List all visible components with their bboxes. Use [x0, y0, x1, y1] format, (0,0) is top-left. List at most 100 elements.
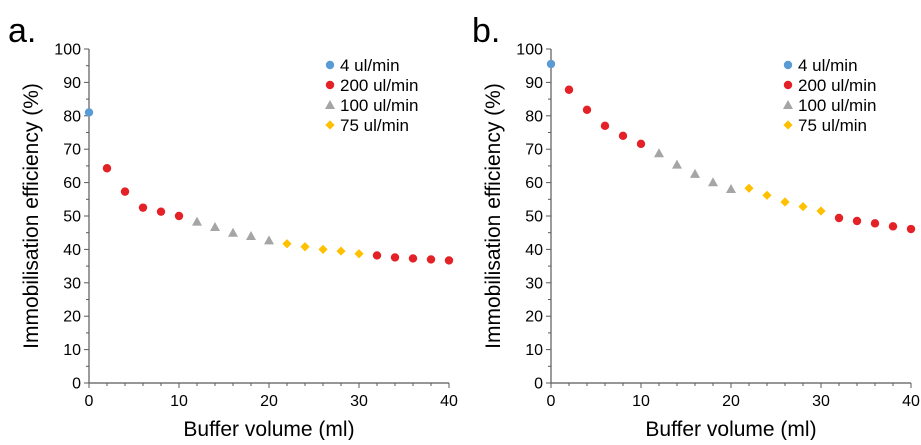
legend-label: 200 ul/min	[340, 76, 418, 95]
y-tick-label: 50	[525, 209, 543, 226]
data-point	[600, 121, 610, 131]
data-point	[282, 239, 292, 249]
data-point	[618, 131, 628, 141]
data-point	[906, 224, 916, 234]
y-tick-label: 40	[63, 242, 81, 259]
x-axis-title: Buffer volume (ml)	[183, 418, 354, 440]
data-point	[228, 227, 238, 237]
data-point	[372, 251, 382, 260]
x-tick-label: 10	[632, 393, 650, 410]
y-tick-label: 10	[63, 342, 81, 359]
data-point	[264, 235, 274, 245]
x-tick-label: 0	[85, 393, 94, 410]
data-point	[210, 222, 220, 232]
x-tick-label: 30	[350, 393, 368, 410]
legend-marker	[325, 80, 335, 90]
x-tick-label: 0	[547, 393, 556, 410]
data-point	[672, 159, 682, 169]
legend-label: 4 ul/min	[798, 56, 858, 75]
y-tick-label: 70	[63, 142, 81, 159]
data-point	[408, 254, 418, 263]
data-point	[816, 206, 826, 216]
data-point	[798, 202, 808, 212]
y-tick-label: 10	[525, 342, 543, 359]
data-point	[834, 213, 844, 223]
data-point	[444, 256, 454, 265]
y-tick-label: 60	[525, 175, 543, 192]
data-point	[780, 197, 790, 207]
data-point	[192, 216, 202, 226]
data-point	[564, 85, 574, 94]
y-tick-label: 30	[525, 275, 543, 292]
y-tick-label: 60	[63, 175, 81, 192]
x-tick-label: 20	[722, 393, 740, 410]
legend-marker	[783, 120, 793, 130]
y-tick-label: 80	[63, 108, 81, 125]
y-tick-label: 20	[525, 309, 543, 326]
data-point	[636, 139, 646, 149]
panel-b: b. 0 10 20 30 40 50 60 70 80 90 100 0 10 20 30 40 Buffer …	[472, 12, 920, 441]
x-tick-label: 30	[812, 393, 830, 410]
data-point	[120, 187, 130, 196]
y-tick-label: 90	[63, 75, 81, 92]
data-point	[888, 222, 898, 231]
data-point	[246, 231, 256, 241]
legend-label: 200 ul/min	[798, 76, 876, 95]
data-point	[84, 108, 94, 117]
y-tick-label: 100	[516, 42, 543, 59]
data-point	[102, 164, 112, 173]
data-point	[354, 249, 364, 259]
legend-marker	[783, 80, 793, 90]
x-axis-title: Buffer volume (ml)	[645, 418, 816, 440]
legend-label: 75 ul/min	[340, 116, 409, 135]
y-tick-label: 0	[72, 376, 81, 393]
y-tick-label: 0	[534, 376, 543, 393]
data-point	[300, 242, 310, 252]
x-tick-label: 10	[170, 393, 188, 410]
x-tick-label: 40	[902, 393, 920, 410]
y-tick-label: 100	[54, 42, 81, 59]
data-point	[870, 219, 880, 228]
data-point	[582, 105, 592, 114]
data-point	[426, 255, 436, 264]
y-tick-label: 50	[63, 209, 81, 226]
y-tick-label: 70	[525, 142, 543, 159]
legend-marker	[783, 100, 793, 109]
data-point	[318, 244, 328, 254]
panel-a: a. 0 10 20 30 40 50 60 70 80 90 100 0 10 20 30 40 Buffer …	[8, 12, 458, 441]
legend-marker	[325, 100, 335, 109]
x-tick-label: 20	[260, 393, 278, 410]
data-point	[546, 59, 556, 69]
y-tick-label: 40	[525, 242, 543, 259]
y-tick-label: 20	[63, 309, 81, 326]
y-tick-label: 80	[525, 108, 543, 125]
x-tick-label: 40	[440, 393, 458, 410]
data-point	[336, 246, 346, 256]
y-tick-label: 90	[525, 75, 543, 92]
panel-label: b.	[472, 12, 500, 50]
data-point	[852, 216, 862, 226]
legend-label: 100 ul/min	[798, 96, 876, 115]
data-point	[744, 183, 754, 193]
legend-label: 4 ul/min	[340, 56, 400, 75]
data-point	[174, 211, 184, 221]
data-point	[726, 183, 736, 193]
legend-label: 75 ul/min	[798, 116, 867, 135]
y-axis-title: Immobilisation efficiency (%)	[20, 83, 43, 349]
data-point	[390, 253, 400, 262]
data-point	[762, 190, 772, 200]
data-point	[654, 148, 664, 158]
data-point	[690, 168, 700, 178]
y-axis-title: Immobilisation efficiency (%)	[482, 83, 505, 349]
data-point	[138, 203, 148, 212]
data-point	[156, 207, 166, 216]
panel-label: a.	[8, 12, 36, 50]
legend-marker	[325, 60, 335, 70]
y-tick-label: 30	[63, 275, 81, 292]
legend-marker	[783, 60, 793, 70]
legend-marker	[325, 120, 335, 130]
legend-label: 100 ul/min	[340, 96, 418, 115]
data-point	[708, 177, 718, 187]
